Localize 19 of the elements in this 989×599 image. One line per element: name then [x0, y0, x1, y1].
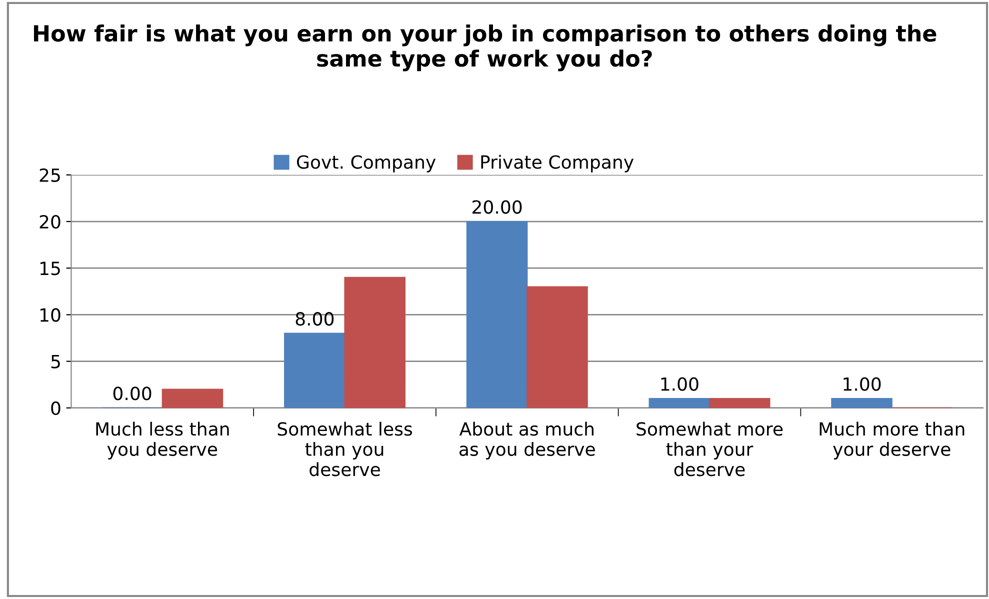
y-tick-label: 5	[51, 355, 60, 368]
y-tick-label: 15	[40, 262, 60, 276]
data-label: 20.00	[472, 200, 522, 214]
data-label: 0.00	[113, 386, 152, 400]
x-tick-label: About as much as you deserve	[459, 422, 595, 460]
x-tick-label: Much more than your deserve	[820, 422, 964, 460]
legend-label: Private Company	[481, 154, 634, 172]
data-label: 1.00	[844, 377, 881, 391]
data-label: 8.00	[296, 312, 334, 326]
y-tick-label: 20	[40, 214, 60, 229]
y-tick-label: 10	[40, 308, 60, 322]
x-tick-label: Somewhat more than your deserve	[636, 422, 783, 476]
x-tick-label: Somewhat less than you deserve	[278, 422, 412, 476]
data-label: 1.00	[661, 377, 698, 391]
chart-title: How fair is what you earn on your job in comparison to others doing the same type of work you do?	[34, 24, 936, 72]
x-tick-label: Much less than you deserve	[96, 422, 229, 460]
y-tick-label: 0	[51, 401, 60, 416]
legend-label: Govt. Company	[296, 155, 436, 172]
y-tick-label: 25	[40, 168, 60, 182]
